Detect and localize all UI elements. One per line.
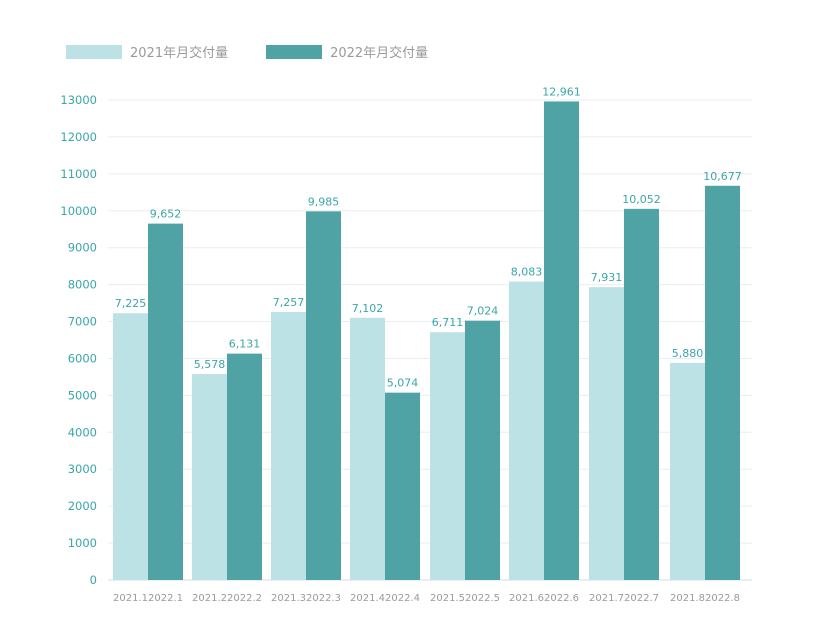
bar-value-label: 6,131 xyxy=(229,338,261,351)
bar-value-label: 9,985 xyxy=(308,195,340,208)
bar xyxy=(624,208,659,580)
x-tick-label: 2022.2 xyxy=(227,593,262,604)
x-tick-label: 2021.5 xyxy=(430,593,465,604)
x-tick-label: 2021.2 xyxy=(192,593,227,604)
legend-item-2022: 2022年月交付量 xyxy=(266,42,428,61)
bar xyxy=(385,392,420,580)
x-tick-label: 2021.4 xyxy=(350,593,385,604)
legend-label-2022: 2022年月交付量 xyxy=(330,46,429,61)
bar-value-label: 7,931 xyxy=(591,271,623,284)
bar xyxy=(589,287,624,580)
y-tick-label: 7000 xyxy=(68,315,97,329)
x-tick-label: 2021.8 xyxy=(670,593,705,604)
x-tick-label: 2022.7 xyxy=(624,593,659,604)
y-tick-label: 11000 xyxy=(60,167,97,181)
y-tick-label: 13000 xyxy=(60,93,97,107)
x-tick-label: 2022.8 xyxy=(705,593,740,604)
y-tick-label: 8000 xyxy=(68,278,97,292)
y-tick-label: 3000 xyxy=(68,462,97,476)
y-tick-label: 12000 xyxy=(60,130,97,144)
bar xyxy=(670,362,705,580)
legend-label-2021: 2021年月交付量 xyxy=(130,46,229,61)
bar-value-label: 7,225 xyxy=(115,297,147,310)
y-tick-label: 10000 xyxy=(60,204,97,218)
bar-value-label: 8,083 xyxy=(511,266,543,279)
x-tick-label: 2021.1 xyxy=(113,593,148,604)
bar xyxy=(113,313,148,580)
x-tick-label: 2021.7 xyxy=(589,593,624,604)
legend-swatch-2022 xyxy=(266,44,323,59)
y-tick-label: 4000 xyxy=(68,425,97,439)
x-tick-label: 2021.3 xyxy=(271,593,306,604)
x-tick-label: 2021.6 xyxy=(509,593,544,604)
bar-value-label: 7,257 xyxy=(273,296,305,309)
x-tick-label: 2022.1 xyxy=(148,593,183,604)
bar xyxy=(271,312,306,580)
x-tick-label: 2022.3 xyxy=(306,593,341,604)
bar-value-label: 10,052 xyxy=(622,193,661,206)
legend-swatch-2021 xyxy=(66,44,122,59)
y-tick-label: 2000 xyxy=(68,499,97,513)
y-tick-label: 0 xyxy=(90,573,97,587)
y-tick-label: 6000 xyxy=(68,351,97,365)
bar-value-label: 5,880 xyxy=(672,347,704,360)
bar xyxy=(148,223,183,580)
x-tick-label: 2022.6 xyxy=(544,593,579,604)
y-tick-label: 5000 xyxy=(68,388,97,402)
bar-value-label: 5,074 xyxy=(387,377,419,390)
bar xyxy=(192,374,227,580)
bar-value-label: 10,677 xyxy=(703,170,742,183)
bar-value-label: 5,578 xyxy=(194,358,226,371)
bar-value-label: 7,024 xyxy=(467,305,499,318)
x-tick-label: 2022.4 xyxy=(385,593,420,604)
bar xyxy=(227,353,262,580)
x-tick-label: 2022.5 xyxy=(465,593,500,604)
bar xyxy=(465,320,500,580)
bar xyxy=(350,317,385,580)
bar xyxy=(544,101,579,580)
chart-legend: 2021年月交付量 2022年月交付量 xyxy=(66,42,466,61)
bar-value-label: 9,652 xyxy=(150,208,182,221)
bar xyxy=(430,332,465,580)
legend-item-2021: 2021年月交付量 xyxy=(66,42,228,61)
y-tick-label: 1000 xyxy=(68,536,97,550)
bar-value-label: 6,711 xyxy=(432,316,464,329)
bar-value-label: 7,102 xyxy=(352,302,384,315)
bar xyxy=(705,185,740,580)
y-tick-label: 9000 xyxy=(68,241,97,255)
bar xyxy=(306,211,341,581)
bar-value-label: 12,961 xyxy=(542,85,581,98)
bar xyxy=(509,281,544,580)
